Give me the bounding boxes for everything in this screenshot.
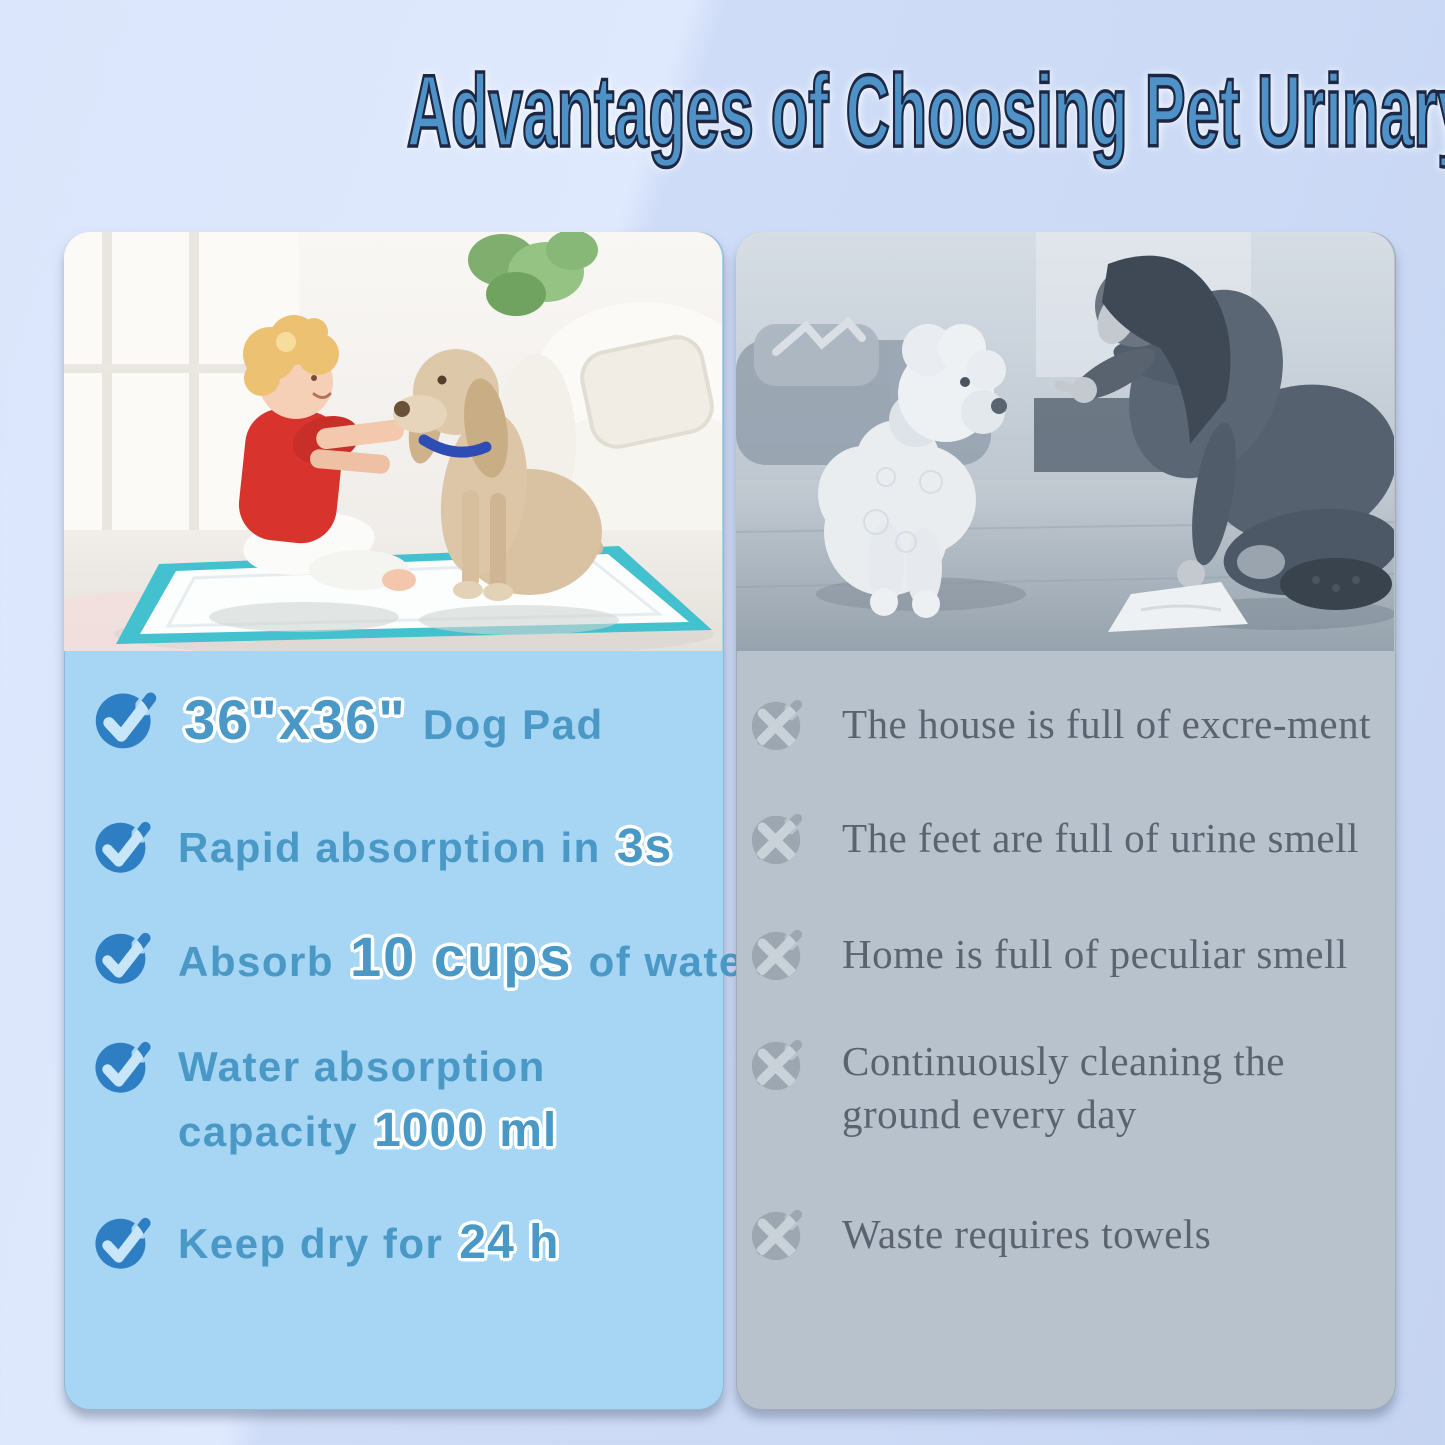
disadvantages-panel: The house is full of excre-ment The feet… (736, 232, 1396, 1410)
disadvantage-text: Continuously cleaning the ground every d… (842, 1038, 1285, 1137)
right-photo-illustration (736, 232, 1394, 651)
left-photo-illustration (64, 232, 722, 651)
advantage-item-5: Keep dry for 24 h (92, 1211, 559, 1273)
advantage-text: Keep dry for 24 h (178, 1215, 560, 1269)
poodle (816, 324, 1026, 618)
check-icon (92, 815, 154, 877)
advantage-text: Rapid absorption in 3s (178, 819, 673, 873)
page-title: Advantages of Choosing Pet Urinary Mats (406, 52, 1445, 170)
absorption-time-value: 3s (616, 819, 673, 873)
advantage-item-3: Absorb 10 cups of water (92, 924, 762, 989)
x-icon (748, 695, 806, 753)
woman (1054, 255, 1394, 632)
check-icon (92, 685, 160, 753)
x-icon (748, 809, 806, 867)
pad-size-value: 36"x36" (184, 687, 407, 751)
check-icon (92, 1211, 154, 1273)
x-icon (748, 1205, 806, 1263)
pad-size-label: Dog Pad (422, 700, 604, 748)
hair (1102, 255, 1231, 444)
child (209, 315, 416, 632)
pointing-finger (1054, 380, 1086, 397)
absorb-cups-value: 10 cups (350, 925, 573, 988)
advantage-item-4: Water absorption capacity 1000 ml (92, 1035, 557, 1164)
disadvantage-item-3: Home is full of peculiar smell (748, 925, 1348, 983)
advantage-item-1: 36"x36" Dog Pad (92, 685, 604, 753)
x-icon (748, 1035, 806, 1093)
puppy (393, 349, 619, 635)
left-photo (64, 232, 722, 651)
disadvantage-text: Home is full of peculiar smell (842, 930, 1348, 977)
disadvantage-item-4: Continuously cleaning the ground every d… (748, 1035, 1382, 1141)
disadvantage-text: The house is full of excre-ment (842, 700, 1371, 747)
dry-hours-value: 24 h (459, 1215, 560, 1269)
plant (468, 232, 598, 316)
disadvantage-item-2: The feet are full of urine smell (748, 809, 1359, 867)
capacity-value: 1000 ml (374, 1104, 558, 1157)
advantage-text: Absorb 10 cups of water (178, 925, 762, 988)
check-icon (92, 1035, 154, 1097)
check-icon (92, 926, 154, 988)
disadvantage-item-1: The house is full of excre-ment (748, 695, 1371, 753)
disadvantage-text: The feet are full of urine smell (842, 814, 1359, 861)
advantage-text: 36"x36" Dog Pad (184, 687, 604, 752)
disadvantage-text: Waste requires towels (842, 1210, 1212, 1257)
advantage-text: Water absorption capacity 1000 ml (178, 1035, 557, 1164)
disadvantage-item-5: Waste requires towels (748, 1205, 1211, 1263)
advantage-item-2: Rapid absorption in 3s (92, 815, 672, 877)
right-photo (736, 232, 1394, 651)
page-title-wrap: Advantages of Choosing Pet Urinary Mats (0, 52, 1445, 170)
advantages-panel: 36"x36" Dog Pad Rapid absorption in 3s A… (64, 232, 760, 1410)
x-icon (748, 925, 806, 983)
